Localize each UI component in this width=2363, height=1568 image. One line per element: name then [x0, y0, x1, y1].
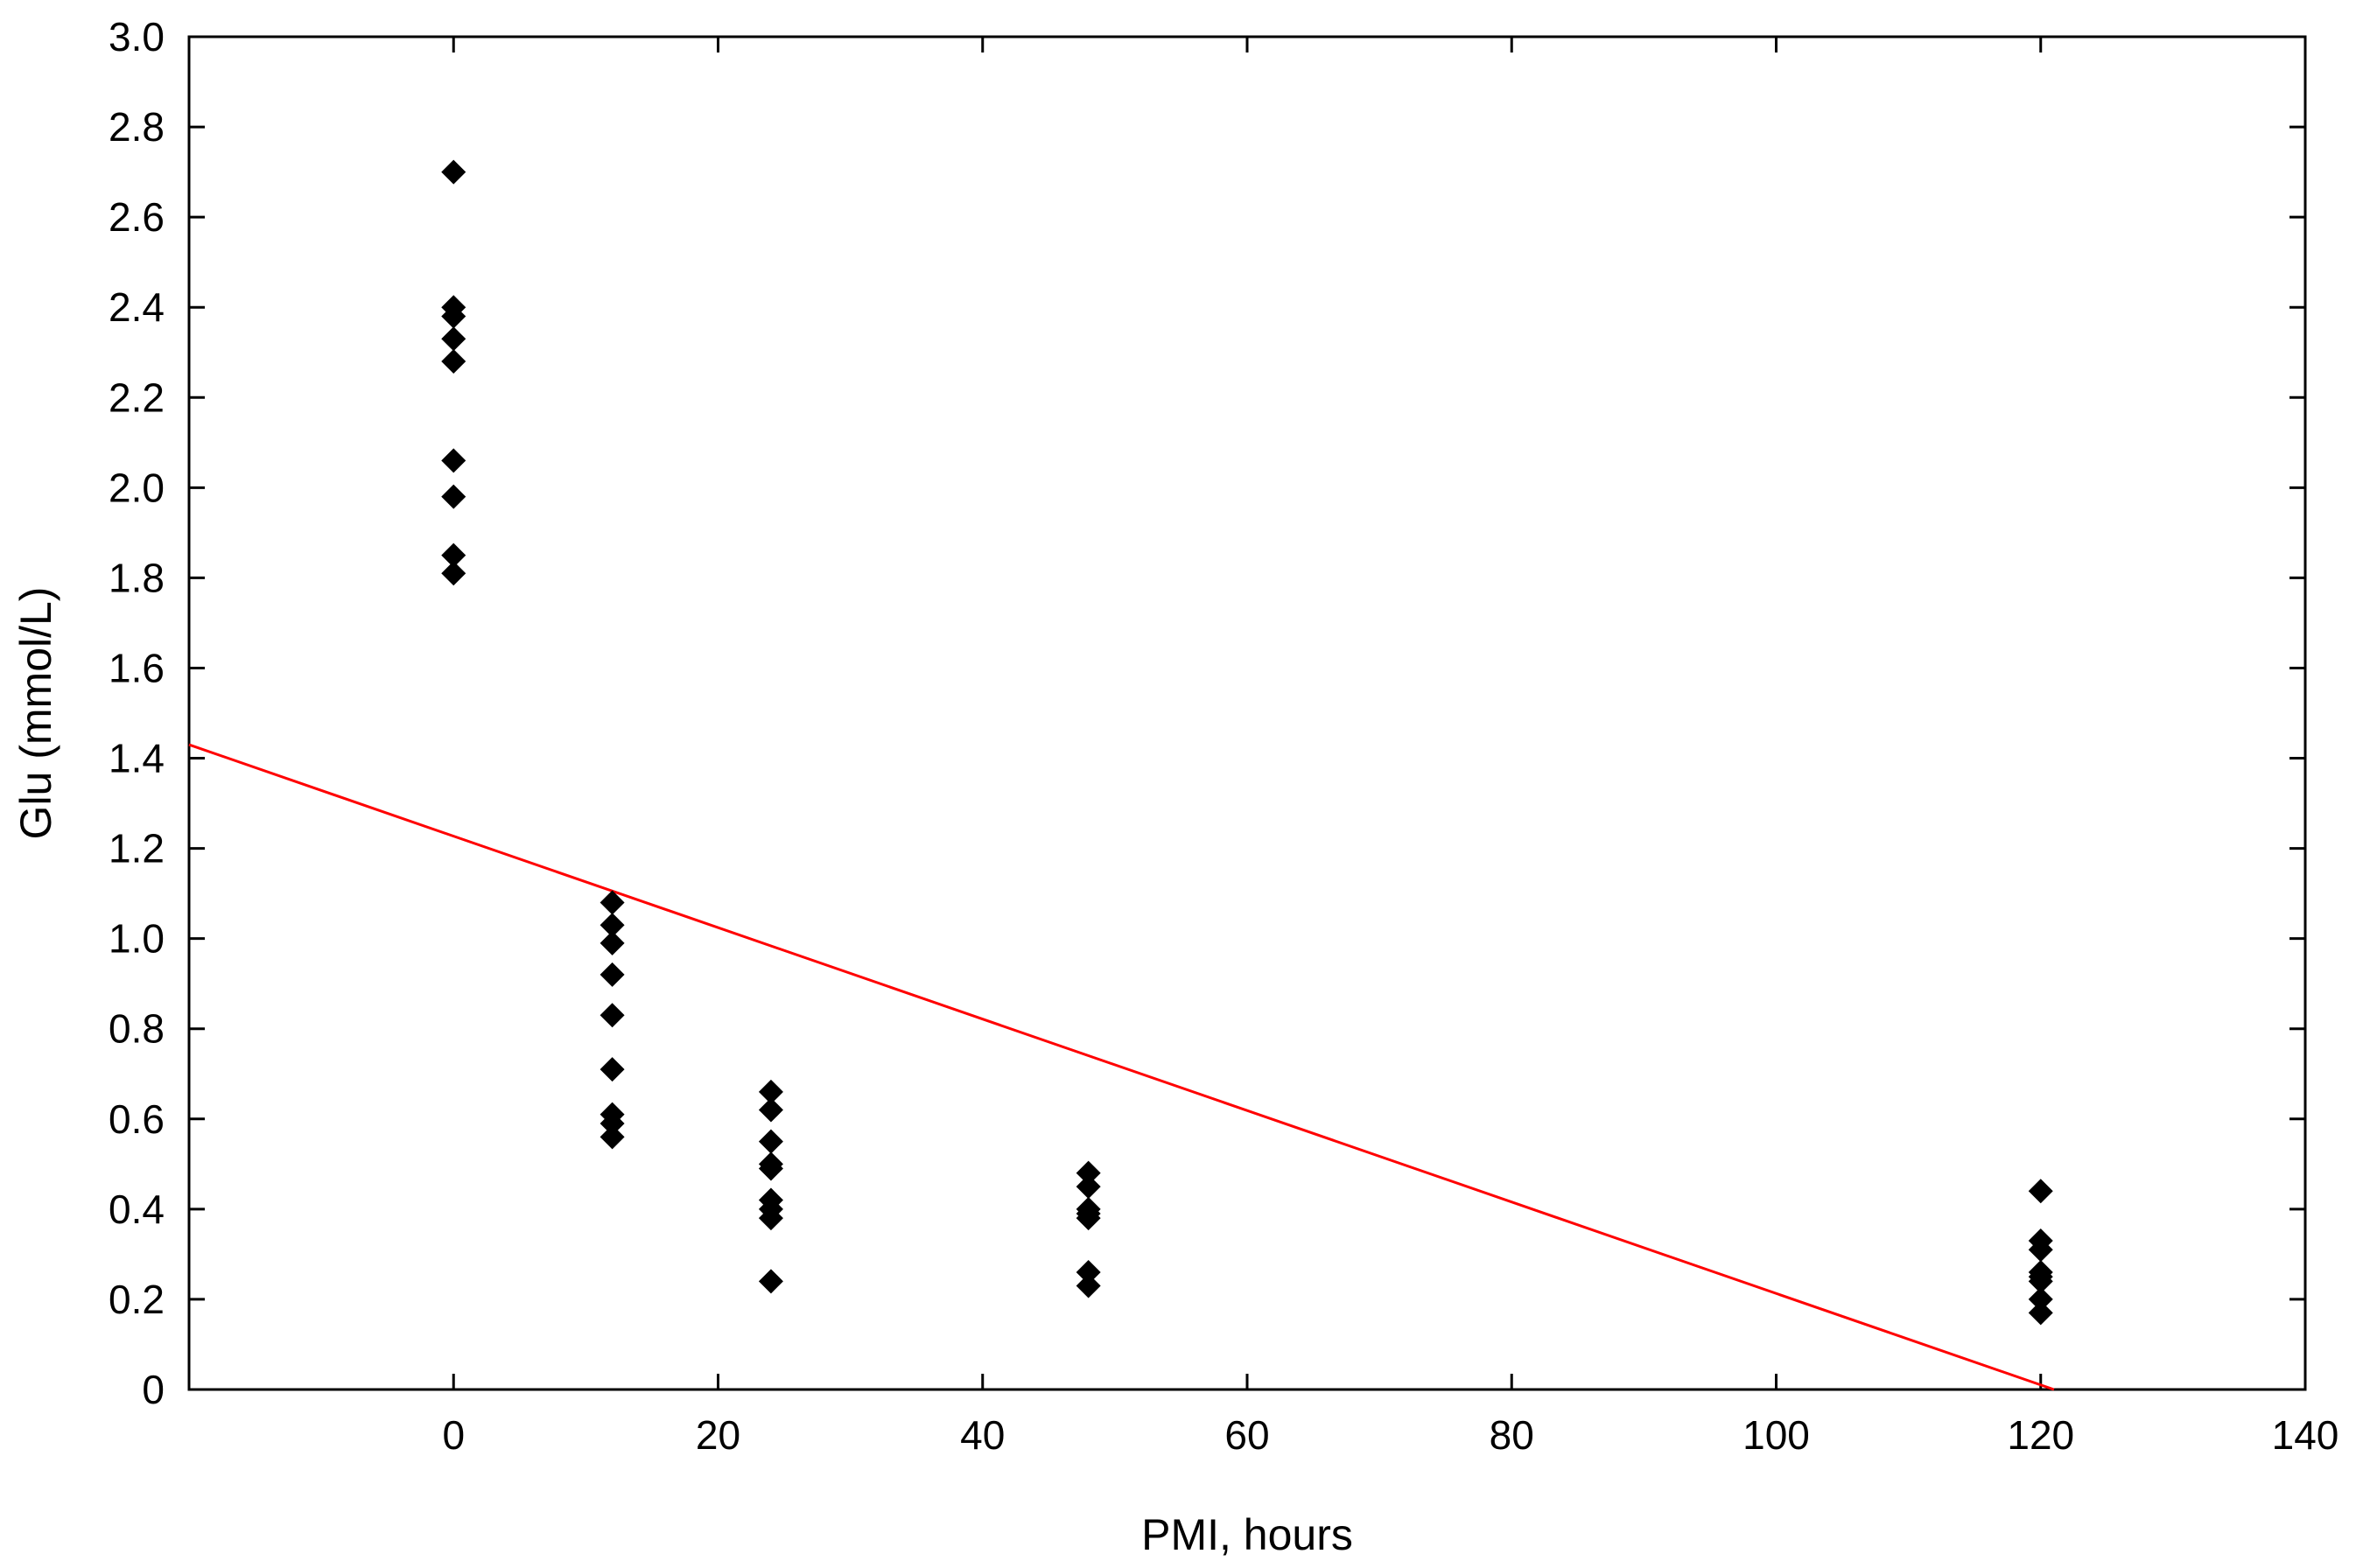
data-point: [758, 1269, 783, 1294]
data-points: [441, 159, 2053, 1326]
y-tick-label: 1.4: [109, 736, 165, 781]
data-point: [600, 1003, 625, 1028]
x-tick-label: 80: [1490, 1412, 1534, 1458]
y-tick-label: 2.4: [109, 284, 165, 330]
data-point: [1076, 1206, 1101, 1231]
data-point: [441, 326, 466, 352]
y-axis-title: Glu (mmol/L): [11, 587, 60, 840]
x-tick-label: 100: [1742, 1412, 1810, 1458]
y-tick-label: 1.8: [109, 555, 165, 600]
x-tick-label: 120: [2007, 1412, 2074, 1458]
data-point: [1076, 1174, 1101, 1200]
plot-area-frame: [187, 35, 2307, 1391]
plot-content: [188, 159, 2055, 1391]
data-point: [1076, 1260, 1101, 1285]
data-point: [441, 448, 466, 473]
data-point: [2028, 1269, 2053, 1294]
y-tick-label: 0.8: [109, 1006, 165, 1052]
data-point: [758, 1129, 783, 1154]
data-point: [600, 1057, 625, 1082]
data-point: [1076, 1160, 1101, 1186]
x-axis-title: PMI, hours: [1141, 1510, 1353, 1559]
data-point: [600, 1124, 625, 1150]
data-point: [758, 1206, 783, 1231]
regression-line: [188, 743, 2055, 1391]
data-point: [600, 962, 625, 987]
y-tick-label: 2.8: [109, 104, 165, 150]
x-tick-label: 40: [960, 1412, 1005, 1458]
y-tick-label: 1.6: [109, 645, 165, 690]
data-point: [600, 930, 625, 956]
data-point: [1076, 1273, 1101, 1298]
y-tick-label: 2.6: [109, 194, 165, 240]
y-tick-label: 0.2: [109, 1277, 165, 1322]
data-point: [2028, 1179, 2053, 1204]
y-tick-label: 1.0: [109, 916, 165, 962]
x-tick-label: 140: [2272, 1412, 2339, 1458]
data-point: [2028, 1237, 2053, 1263]
x-axis-ticks: 0 20 40 60 80 100 120 140: [442, 37, 2338, 1458]
data-point: [441, 542, 466, 568]
data-point: [600, 1110, 625, 1136]
data-point: [758, 1097, 783, 1123]
y-tick-label: 1.2: [109, 826, 165, 872]
data-point: [2028, 1300, 2053, 1326]
x-tick-label: 60: [1224, 1412, 1269, 1458]
data-point: [441, 349, 466, 374]
data-point: [600, 890, 625, 915]
x-tick-label: 20: [696, 1412, 740, 1458]
y-tick-label: 0.4: [109, 1186, 165, 1232]
y-tick-label: 2.2: [109, 374, 165, 420]
y-axis-ticks: 0 0.2 0.4 0.6 0.8 1.0 1.2 1.4 1.6 1.8 2.0 2.2 2.4 2.6…: [109, 14, 2305, 1412]
data-point: [2028, 1286, 2053, 1312]
y-tick-label: 2.0: [109, 465, 165, 510]
data-point: [758, 1079, 783, 1104]
data-point: [441, 484, 466, 509]
data-point: [758, 1156, 783, 1181]
data-point: [441, 561, 466, 586]
y-tick-label: 0: [142, 1367, 165, 1412]
data-point: [441, 304, 466, 329]
y-tick-label: 3.0: [109, 14, 165, 60]
data-point: [600, 913, 625, 938]
y-tick-label: 0.6: [109, 1096, 165, 1142]
x-tick-label: 0: [442, 1412, 465, 1458]
data-point: [441, 159, 466, 185]
